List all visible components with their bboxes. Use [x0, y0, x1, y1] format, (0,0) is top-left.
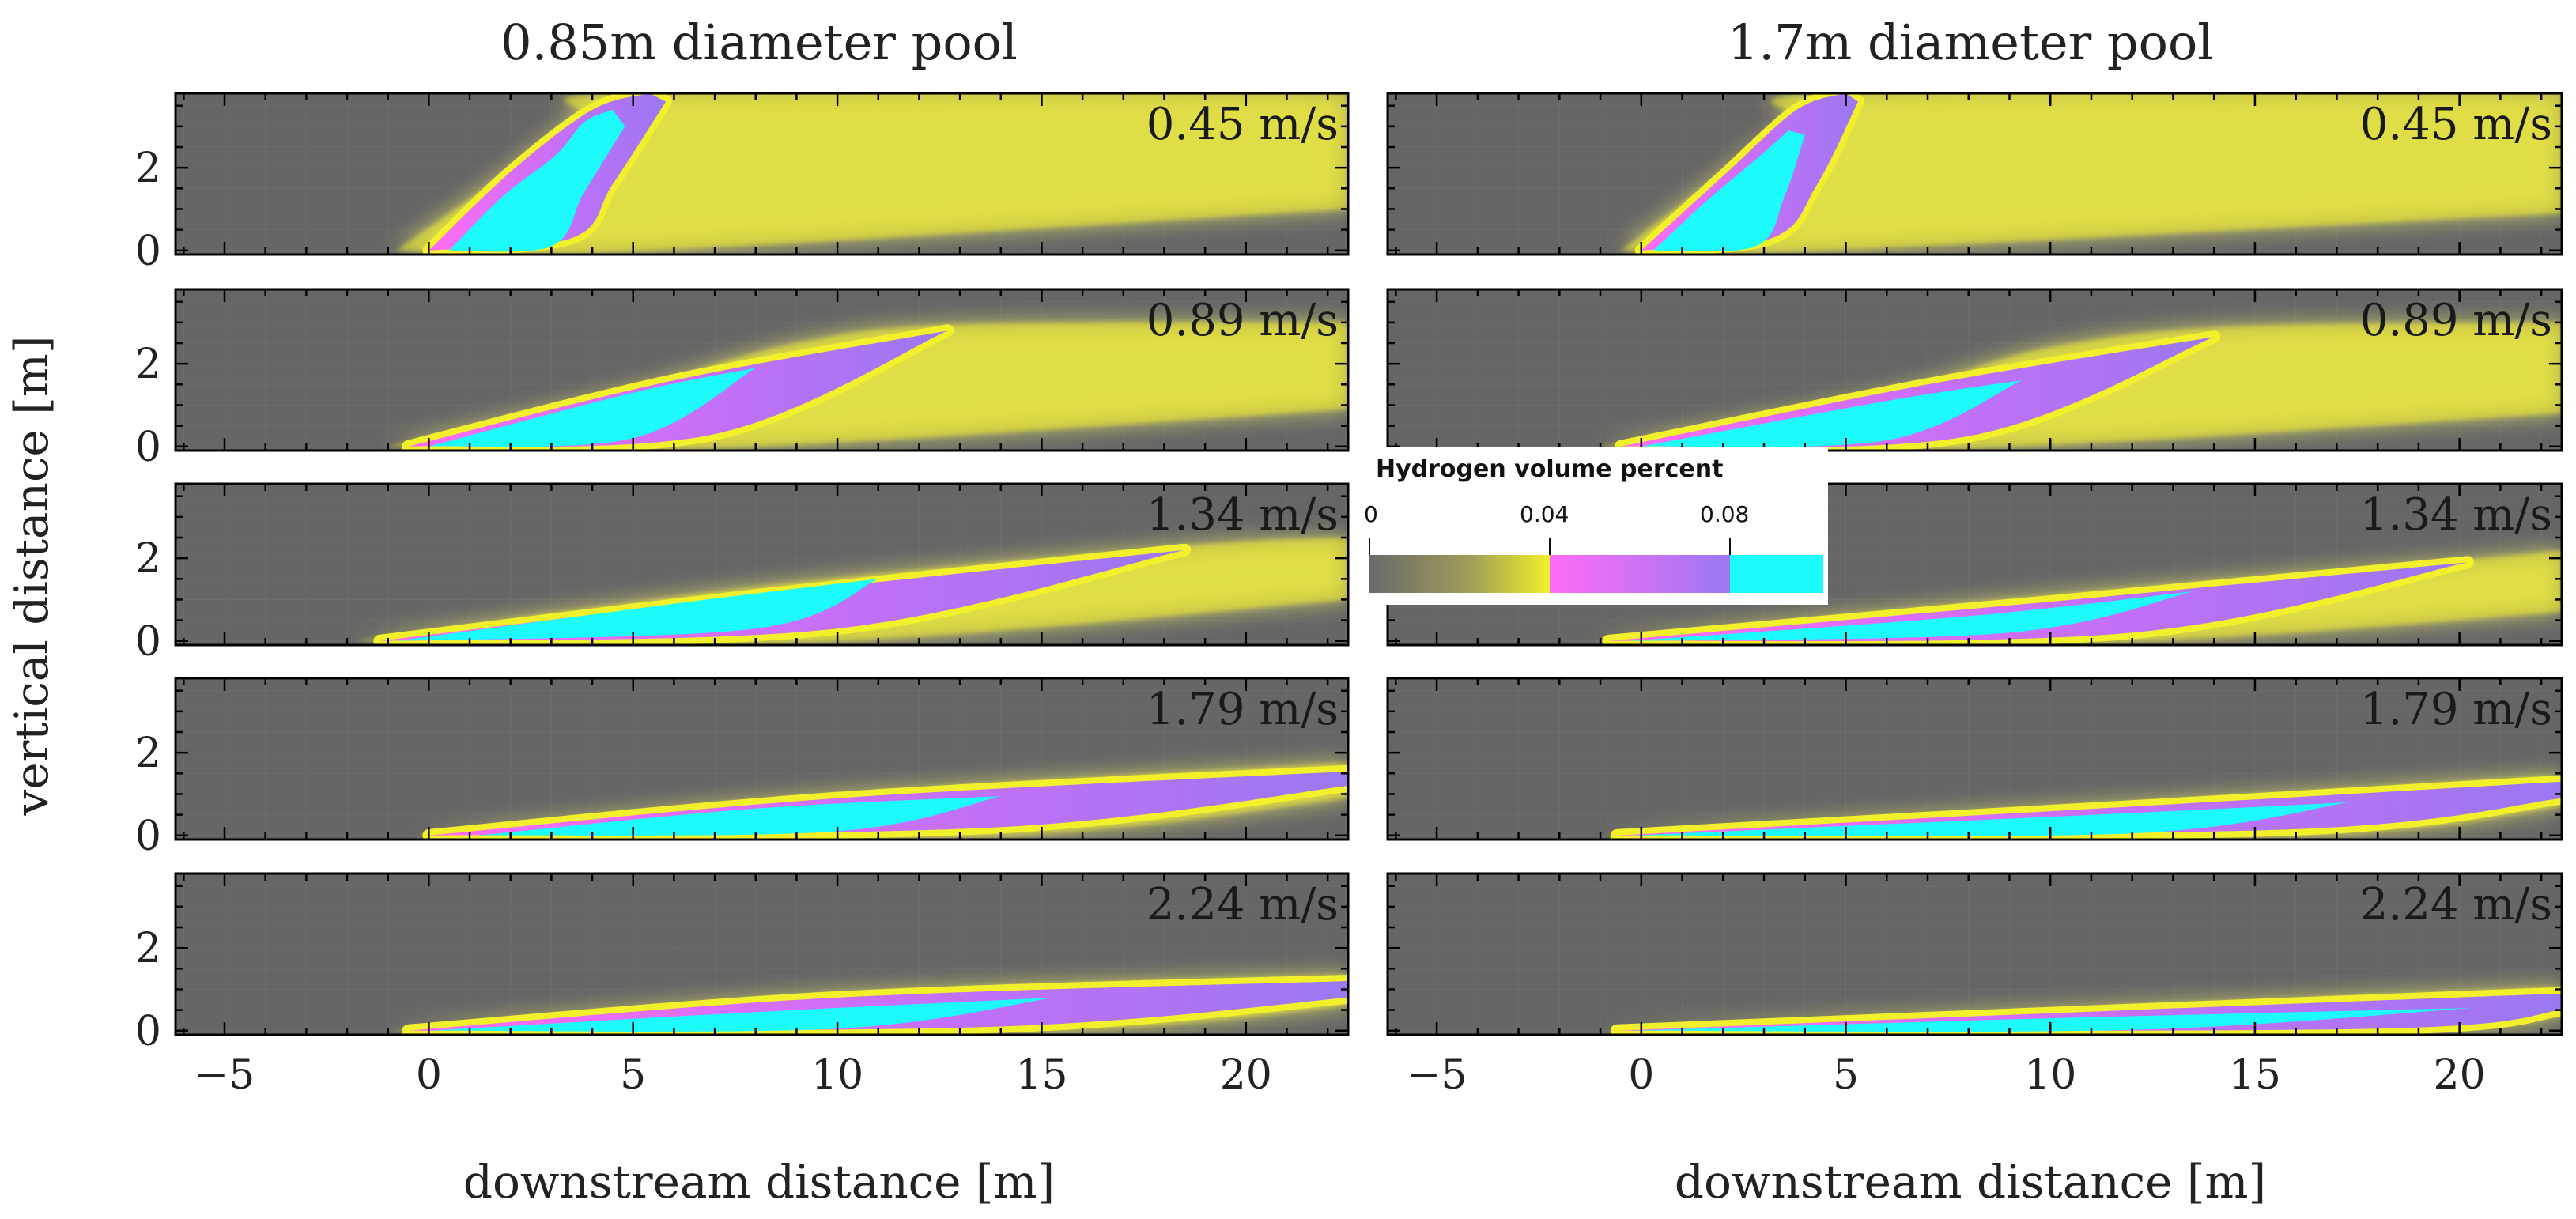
x-tick-label: 15	[1015, 1051, 1067, 1099]
plume-cyan-region	[478, 796, 1001, 836]
colorbar-tick-label-0: 0	[1364, 501, 1378, 527]
panel-c0r4: 0 2 −5 0 5 10 15 20 2.24 m/s	[135, 872, 1350, 1099]
colorbar-title: Hydrogen volume percent	[1376, 455, 1723, 483]
x-tick-label: 20	[2434, 1051, 2486, 1099]
panel-frame	[1386, 92, 2563, 256]
y-tick-label: 2	[135, 145, 161, 192]
panel-c0r0: 0 2 0.45 m/s	[135, 92, 1350, 275]
x-tick-label: 5	[1833, 1051, 1859, 1099]
speed-label: 0.45 m/s	[1146, 99, 1339, 150]
y-tick-label: 0	[135, 228, 161, 275]
x-tick-label: 10	[811, 1051, 863, 1099]
plume-cyan-region	[449, 109, 625, 252]
panel-frame	[174, 677, 1350, 841]
panel-frame	[1386, 288, 2563, 452]
colorbar-segment-mid	[1550, 555, 1730, 593]
colorbar-tick-label-1: 0.04	[1520, 501, 1569, 527]
colorbar-tick-label-2: 0.08	[1700, 501, 1749, 527]
column-title-right: 1.7m diameter pool	[1728, 13, 2213, 71]
y-tick-label: 2	[135, 341, 161, 388]
x-tick-label: 5	[620, 1051, 646, 1099]
y-tick-label: 0	[135, 1008, 161, 1055]
plume-cyan-region	[429, 368, 756, 447]
panel-frame	[174, 482, 1350, 647]
plume-cyan-region	[396, 579, 878, 641]
y-tick-label: 0	[135, 424, 161, 471]
colorbar-legend: Hydrogen volume percent 0 0.04 0.08	[1354, 447, 1828, 605]
colorbar-segment-high	[1730, 555, 1823, 593]
speed-label: 1.79 m/s	[2360, 684, 2552, 735]
panel-c1r3: 1.79 m/s	[1386, 677, 2563, 841]
y-tick-label: 2	[135, 925, 161, 972]
plume-cyan-region	[1653, 130, 1805, 252]
plume-magenta-region	[1616, 781, 2562, 836]
panel-frame	[1386, 677, 2563, 841]
y-tick-label: 2	[135, 730, 161, 777]
panel-grid: 0 2 0.45 m/s 0 2 0.89 m/s 0 2 1.34 m/s 0 2 1.79 m/s…	[135, 92, 2563, 1099]
plume-magenta-region	[1620, 337, 2215, 448]
x-tick-label: 0	[1628, 1051, 1654, 1099]
panel-frame	[174, 872, 1350, 1036]
y-axis-label: vertical distance [m]	[5, 336, 59, 817]
y-tick-label: 0	[135, 618, 161, 666]
column-title-left: 0.85m diameter pool	[500, 13, 1018, 71]
plume-magenta-region	[1616, 993, 2562, 1031]
plume-cyan-region	[1629, 591, 2194, 641]
plume-cyan-region	[1641, 380, 2022, 447]
x-tick-label: 15	[2229, 1051, 2281, 1099]
speed-label: 1.34 m/s	[2360, 489, 2552, 541]
plume-cyan-region	[429, 997, 1054, 1032]
panel-c0r1: 0 2 0.89 m/s	[135, 288, 1350, 471]
speed-label: 2.24 m/s	[2360, 879, 2552, 930]
y-tick-label: 0	[135, 813, 161, 860]
colorbar-segment-low	[1369, 555, 1550, 593]
panel-frame	[1386, 872, 2563, 1036]
panel-frame	[174, 288, 1350, 452]
speed-label: 1.34 m/s	[1146, 489, 1339, 541]
speed-label: 0.89 m/s	[1146, 295, 1339, 346]
x-axis-label-left: downstream distance [m]	[463, 1155, 1055, 1209]
speed-label: 1.79 m/s	[1146, 684, 1339, 735]
speed-label: 0.45 m/s	[2360, 99, 2552, 150]
x-tick-label: −5	[1407, 1051, 1467, 1099]
plume-cyan-region	[1629, 1008, 2472, 1032]
speed-label: 2.24 m/s	[1146, 879, 1339, 930]
plume-yellow-region	[1620, 93, 2562, 254]
panel-c1r0: 0.45 m/s	[1386, 92, 2563, 256]
speed-label: 0.89 m/s	[2360, 295, 2552, 346]
panel-c1r1: 0.89 m/s	[1386, 288, 2563, 452]
x-tick-label: 10	[2024, 1051, 2076, 1099]
x-tick-label: 20	[1220, 1051, 1272, 1099]
panel-frame	[174, 92, 1350, 256]
panel-c1r4: −5 0 5 10 15 20 2.24 m/s	[1386, 872, 2563, 1099]
x-tick-label: −5	[195, 1051, 255, 1099]
x-tick-label: 0	[416, 1051, 442, 1099]
x-axis-label-right: downstream distance [m]	[1675, 1155, 2266, 1209]
plume-cyan-region	[1633, 802, 2349, 836]
y-tick-label: 2	[135, 535, 161, 583]
panel-c0r3: 0 2 1.79 m/s	[135, 677, 1350, 860]
panel-c0r2: 0 2 1.34 m/s	[135, 482, 1350, 666]
